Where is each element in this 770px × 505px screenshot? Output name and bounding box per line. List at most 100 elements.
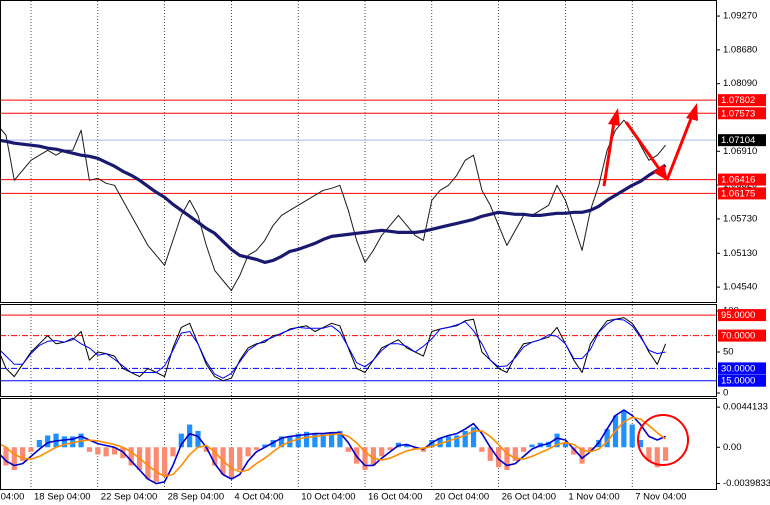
- x-tick-label: 4 Oct 04:00: [234, 492, 283, 503]
- arrow-head: [686, 103, 698, 121]
- histogram-bar: [521, 447, 527, 452]
- series-line: [0, 119, 666, 291]
- y-tick-label: 1.06910: [723, 146, 757, 157]
- histogram-bar: [237, 447, 243, 470]
- histogram-bar: [445, 436, 452, 448]
- level-label: 1.06175: [721, 188, 755, 199]
- level-label-box: [718, 94, 766, 107]
- histogram-bar: [512, 447, 518, 461]
- histogram-bar: [145, 447, 151, 480]
- level-label: 1.07104: [721, 135, 755, 146]
- arrow-head: [653, 164, 668, 181]
- histogram-bar: [370, 447, 376, 466]
- histogram-bar: [529, 444, 535, 448]
- histogram-bar: [45, 435, 51, 448]
- histogram-bar: [11, 447, 17, 470]
- histogram-bar: [262, 444, 268, 448]
- histogram-bar: [203, 447, 209, 452]
- histogram-bar: [162, 447, 168, 477]
- y-tick-label: -0.0039833: [723, 478, 770, 489]
- y-tick-label: 1.05730: [723, 213, 757, 224]
- level-label-box: [718, 362, 766, 375]
- y-tick-label: 0.0044133: [723, 402, 768, 413]
- histogram-bar: [345, 447, 351, 452]
- y-tick-label: 0.00: [723, 442, 742, 453]
- series-line: [0, 317, 667, 382]
- histogram-bar: [629, 424, 635, 448]
- histogram-bar: [245, 447, 251, 457]
- arrow-head: [608, 108, 620, 126]
- histogram-bar: [228, 447, 234, 478]
- x-tick-label: 1 Nov 04:00: [568, 492, 619, 503]
- histogram-bar: [212, 447, 218, 466]
- y-tick-label: 1.09270: [723, 11, 757, 22]
- level-label: 1.07802: [721, 95, 755, 106]
- histogram-bar: [504, 447, 510, 470]
- histogram-bar: [604, 429, 610, 448]
- level-label: 1.07573: [721, 108, 755, 119]
- histogram-bar: [187, 424, 193, 448]
- histogram-bar: [61, 436, 67, 448]
- histogram-bar: [111, 447, 118, 455]
- histogram-bar: [571, 447, 577, 455]
- level-label: 30.0000: [721, 363, 755, 374]
- histogram-bar: [562, 442, 568, 448]
- histogram-bar: [579, 447, 585, 464]
- level-label-box: [718, 173, 766, 186]
- histogram-bar: [663, 447, 669, 461]
- histogram-bar: [637, 440, 644, 448]
- histogram-bar: [3, 447, 9, 466]
- series-line: [0, 318, 666, 379]
- histogram-bar: [28, 447, 34, 452]
- histogram-bar: [412, 447, 418, 450]
- y-tick-label: 1.04540: [723, 282, 757, 293]
- annotations: [602, 103, 698, 466]
- y-tick-label: 50: [723, 347, 734, 358]
- x-tick-label: 28 Sep 04:00: [168, 492, 225, 503]
- histogram-bar: [270, 440, 276, 448]
- histogram-bar: [153, 447, 159, 482]
- histogram-bar: [587, 447, 594, 452]
- level-label: 70.0000: [721, 331, 755, 342]
- series-line: [0, 138, 667, 264]
- y-tick-label: 1.05130: [723, 248, 757, 259]
- plot-area: [0, 1, 716, 489]
- histogram-bar: [487, 447, 493, 461]
- histogram-bar: [454, 435, 460, 448]
- histogram-bar: [462, 430, 468, 448]
- histogram-bar: [379, 447, 385, 457]
- y-tick-label: 1.08090: [723, 78, 757, 89]
- histogram-bar: [329, 432, 335, 448]
- axes: 04:00 18 Sep 04:00 22 Sep 04:00 28 Sep 04:0…: [1, 11, 770, 503]
- series-line: [0, 416, 667, 478]
- level-label-box: [718, 134, 766, 147]
- histogram-bar: [546, 441, 552, 448]
- x-tick-label: 10 Oct 04:00: [301, 492, 355, 503]
- level-label: 15.0000: [721, 376, 755, 387]
- level-label-box: [718, 309, 766, 322]
- histogram-bar: [479, 447, 485, 452]
- x-tick-label: 22 Sep 04:00: [101, 492, 158, 503]
- histogram-bar: [320, 434, 326, 448]
- histogram-bar: [337, 430, 343, 448]
- histogram-bar: [70, 436, 76, 448]
- arrow-up: [665, 115, 694, 181]
- level-label: 1.06416: [721, 175, 755, 186]
- arrow-up: [602, 121, 616, 187]
- histogram-bar: [36, 440, 42, 448]
- histogram-bar: [170, 447, 176, 457]
- macd-panel-frame: [0, 398, 717, 490]
- x-tick-label: 04:00: [1, 492, 25, 503]
- y-tick-label: 0: [723, 388, 728, 399]
- histogram-bar: [195, 430, 201, 448]
- histogram-bar: [303, 431, 310, 448]
- x-tick-label: 16 Oct 04:00: [368, 492, 422, 503]
- highlight-circle: [637, 414, 689, 466]
- x-tick-label: 20 Oct 04:00: [435, 492, 489, 503]
- histogram-bar: [295, 433, 301, 448]
- histogram-bar: [95, 447, 101, 455]
- x-tick-label: 7 Nov 04:00: [635, 492, 686, 503]
- level-label: 95.0000: [721, 310, 755, 321]
- histogram-bar: [253, 447, 260, 450]
